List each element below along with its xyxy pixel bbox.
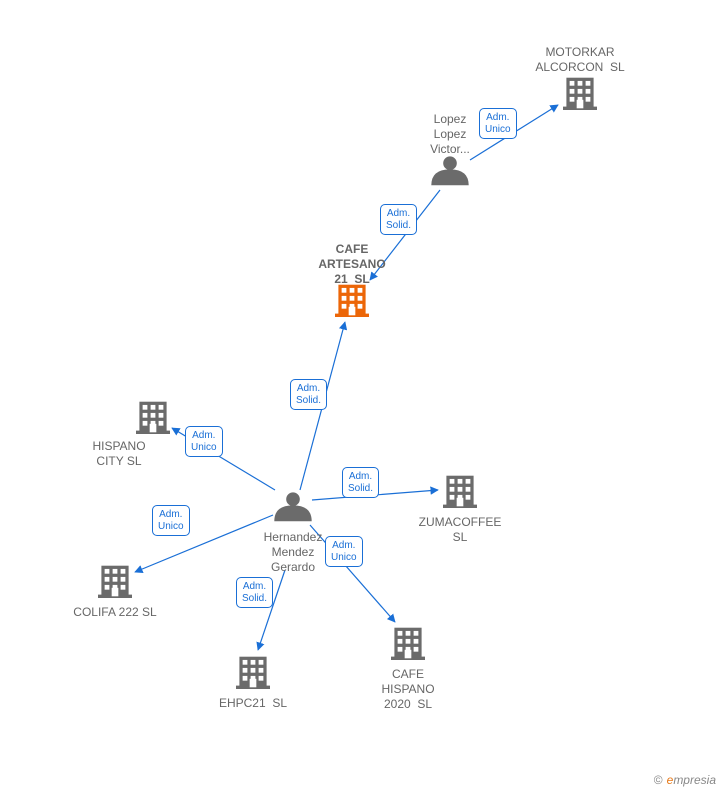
node-label: CAFE ARTESANO 21 SL (292, 242, 412, 287)
edge-label: Adm. Unico (152, 505, 190, 536)
node-label: EHPC21 SL (193, 696, 313, 711)
edge-label: Adm. Solid. (342, 467, 379, 498)
building-icon[interactable] (335, 285, 369, 317)
building-icon[interactable] (136, 402, 170, 434)
building-icon[interactable] (443, 476, 477, 508)
person-icon[interactable] (274, 492, 311, 521)
node-label: ZUMACOFFEE SL (400, 515, 520, 545)
building-icon[interactable] (563, 78, 597, 110)
brand-rest: mpresia (673, 773, 716, 787)
edge-label: Adm. Unico (185, 426, 223, 457)
edge-label: Adm. Solid. (236, 577, 273, 608)
person-icon[interactable] (431, 156, 468, 185)
node-label: MOTORKAR ALCORCON SL (520, 45, 640, 75)
copyright: ©empresia (654, 773, 716, 787)
node-label: CAFE HISPANO 2020 SL (348, 667, 468, 712)
building-icon[interactable] (391, 628, 425, 660)
building-icon[interactable] (236, 657, 270, 689)
edge-label: Adm. Solid. (380, 204, 417, 235)
copyright-symbol: © (654, 773, 663, 787)
edge-label: Adm. Solid. (290, 379, 327, 410)
node-label: COLIFA 222 SL (55, 605, 175, 620)
node-label: Lopez Lopez Victor... (390, 112, 510, 157)
node-label: Hernandez Mendez Gerardo (233, 530, 353, 575)
node-label: HISPANO CITY SL (59, 439, 179, 469)
building-icon[interactable] (98, 566, 132, 598)
